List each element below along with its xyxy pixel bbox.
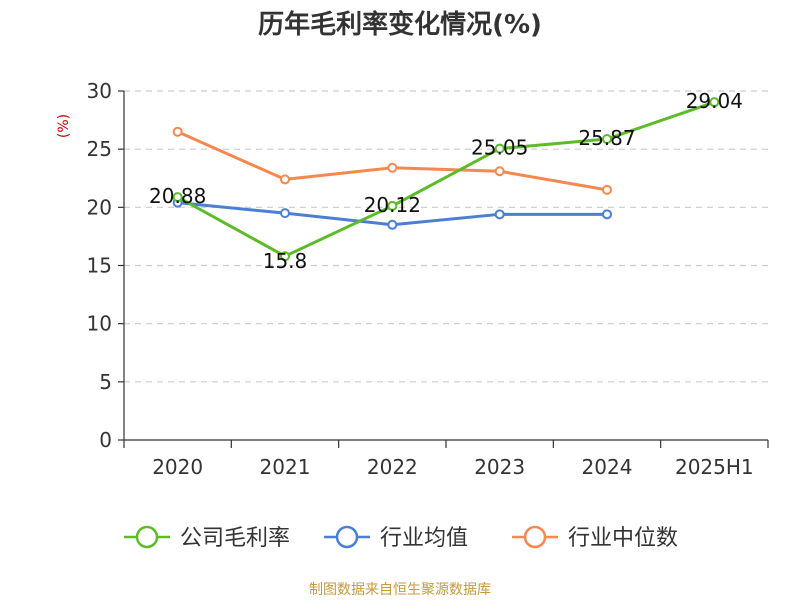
y-tick-label: 5 [99, 370, 112, 394]
y-tick-label: 10 [87, 312, 112, 336]
data-label: 25.05 [471, 136, 528, 160]
data-point [387, 219, 398, 230]
data-label: 25.87 [578, 126, 635, 150]
data-point [172, 192, 183, 203]
legend-label: 行业均值 [380, 526, 468, 551]
x-tick-label: 2025H1 [675, 455, 754, 479]
y-tick-label: 0 [99, 428, 112, 452]
x-tick-label: 2020 [152, 455, 203, 479]
data-label: 15.8 [263, 249, 308, 273]
data-label: 20.12 [364, 193, 421, 217]
data-point [494, 166, 505, 177]
x-tick-label: 2023 [474, 455, 525, 479]
data-labels: 20.88 15.8 20.12 25.05 25.87 29.04 [149, 89, 743, 273]
legend-label: 行业中位数 [568, 526, 678, 551]
data-point [280, 208, 290, 219]
data-point [387, 162, 398, 173]
x-tick-label: 2024 [582, 455, 633, 479]
data-point [709, 97, 720, 108]
data-label: 29.04 [686, 89, 743, 113]
y-tick-label: 30 [87, 79, 112, 103]
series-group [172, 97, 720, 262]
source-note: 制图数据来自恒生聚源数据库 [309, 582, 491, 598]
legend[interactable]: 公司毛利率 行业均值 行业中位数 [124, 525, 678, 551]
data-point [387, 200, 398, 211]
axes: 0 5 10 15 20 25 30 2020 2021 2022 2023 2024 2025H1 [87, 79, 769, 479]
data-label: 20.88 [149, 184, 206, 208]
series-line [177, 130, 608, 192]
chart-title: 历年毛利率变化情况(%) [258, 9, 542, 40]
y-tick-label: 25 [87, 137, 112, 161]
legend-label: 公司毛利率 [180, 526, 290, 551]
x-tick-label: 2021 [260, 455, 311, 479]
data-point [602, 184, 612, 195]
x-tick-label: 2022 [367, 455, 418, 479]
data-point [494, 209, 505, 220]
y-axis-unit: (%) [56, 114, 72, 138]
data-point [602, 134, 612, 145]
series-line [176, 100, 715, 258]
data-point [172, 126, 183, 137]
y-tick-label: 20 [87, 195, 112, 219]
data-point [280, 251, 290, 262]
legend-marker [135, 525, 159, 549]
legend-marker [523, 525, 547, 549]
gridlines [124, 90, 768, 383]
data-point [494, 143, 505, 154]
legend-marker [335, 525, 359, 549]
data-point [280, 174, 290, 185]
data-point [602, 209, 612, 220]
y-tick-label: 15 [87, 254, 112, 278]
